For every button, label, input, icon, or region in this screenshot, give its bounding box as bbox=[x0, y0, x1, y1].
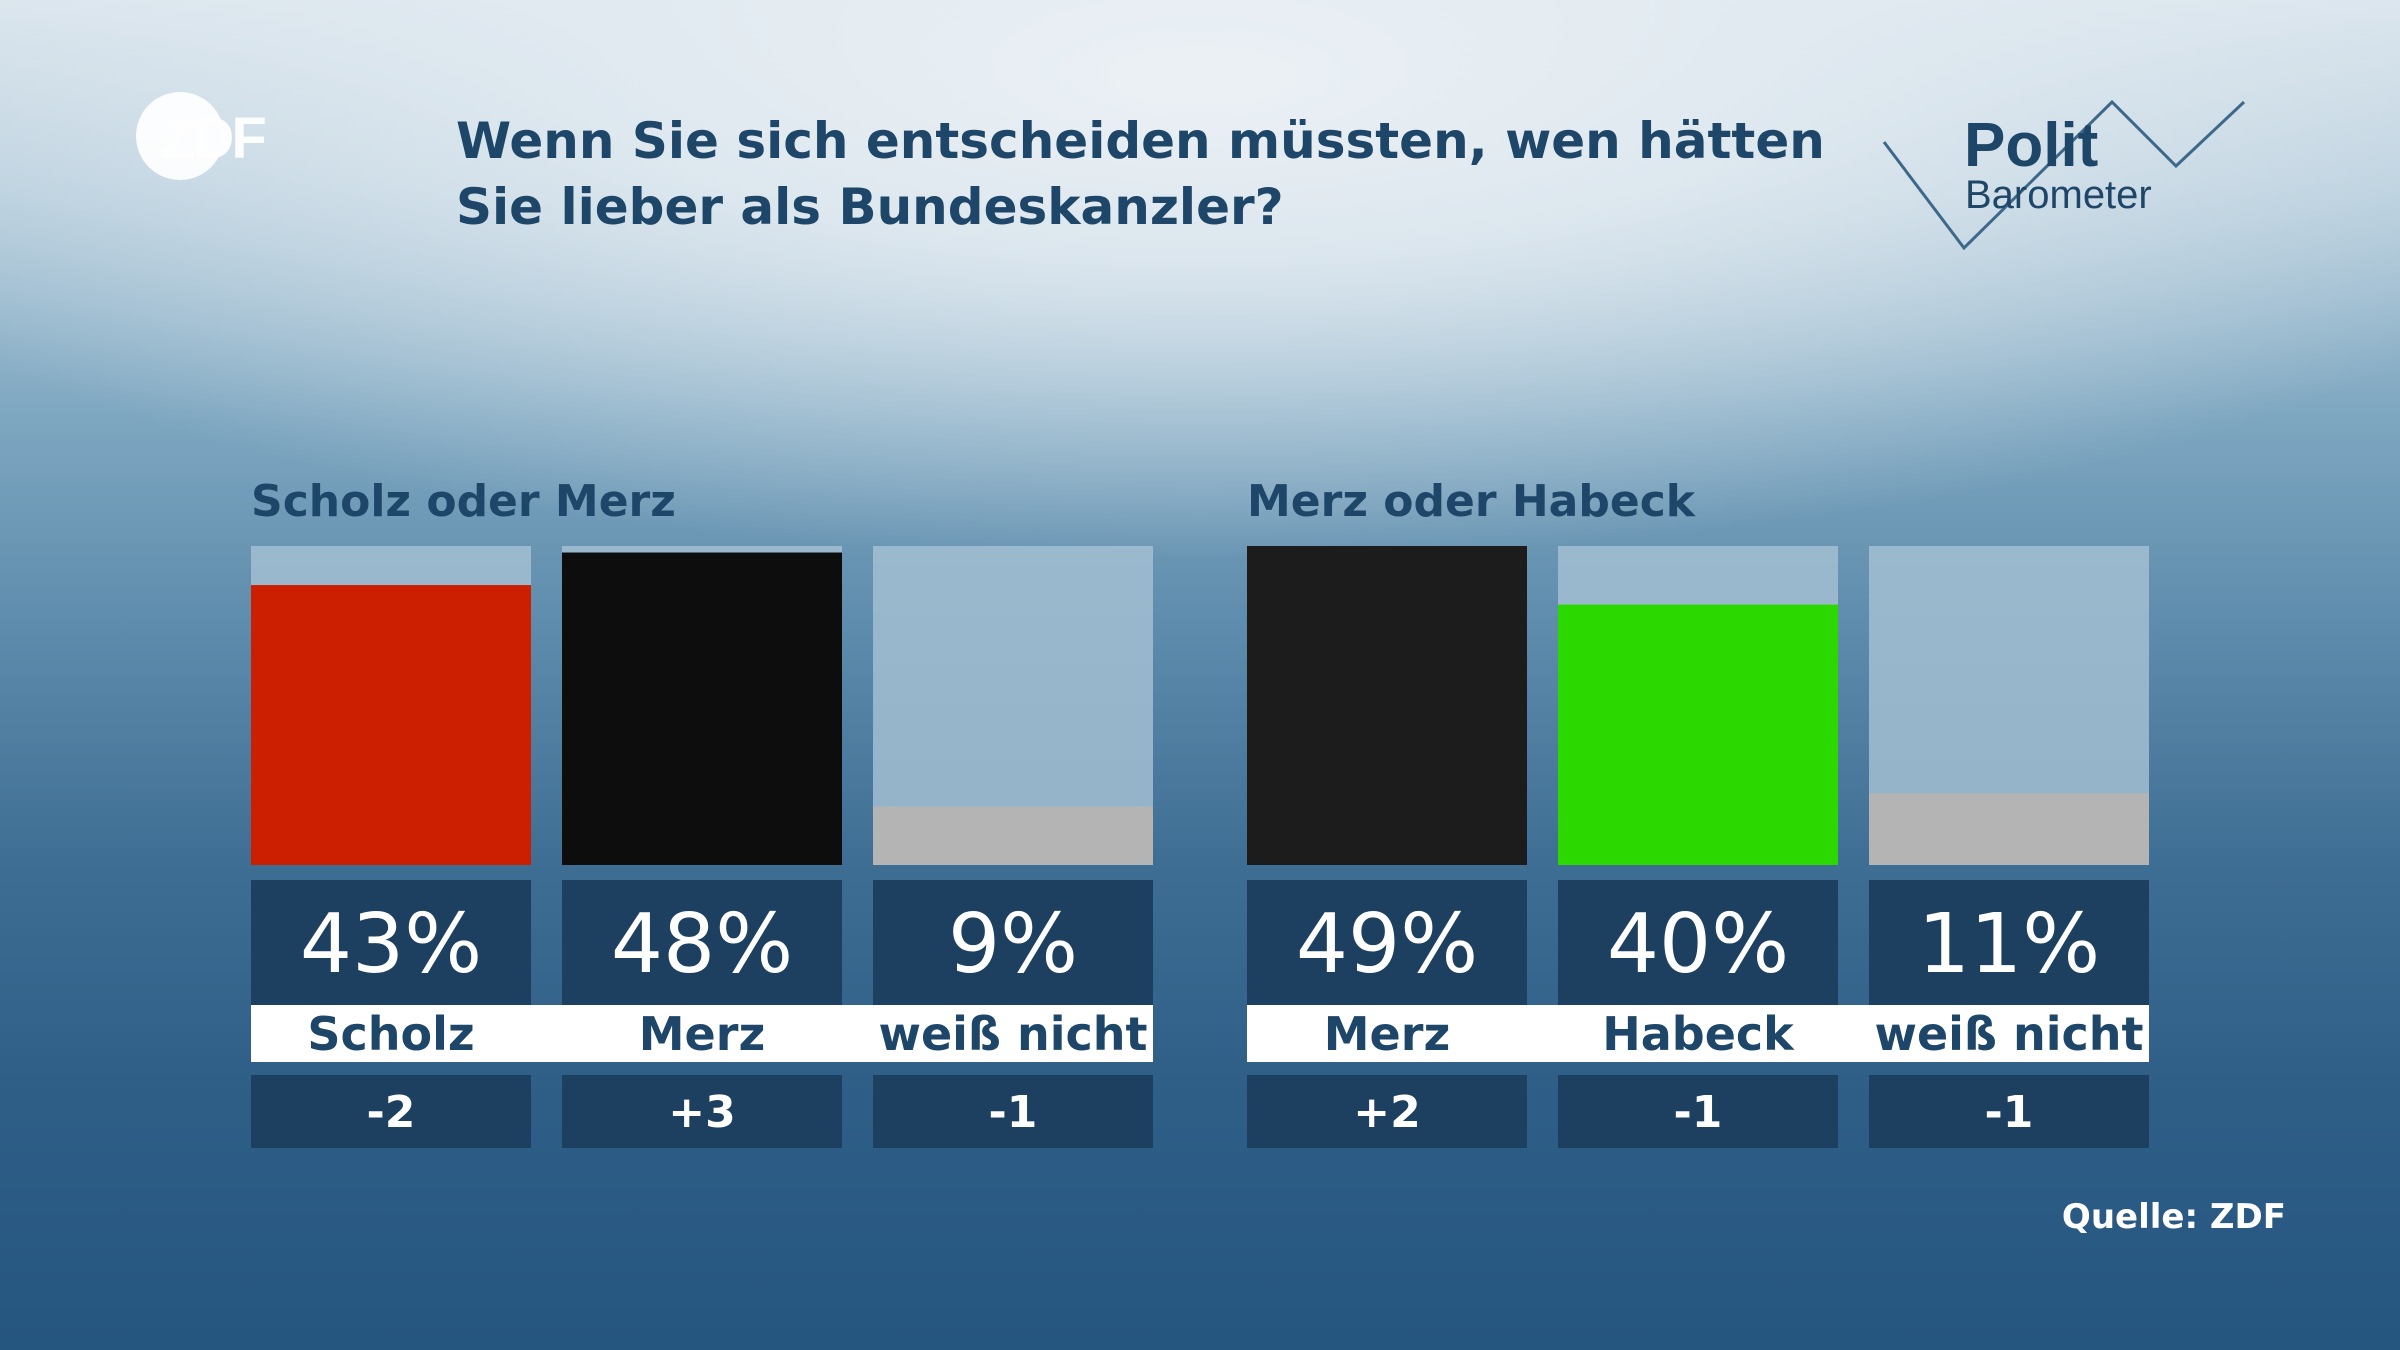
category-label-g1-scholz: Scholz bbox=[307, 1007, 474, 1061]
bar-g1-weiss-nicht bbox=[873, 806, 1153, 865]
logo-barometer-text: Barometer bbox=[1965, 173, 2152, 217]
bar-g1-scholz bbox=[251, 585, 531, 865]
category-label-g2-merz: Merz bbox=[1324, 1007, 1450, 1061]
value-box-g2-habeck bbox=[1558, 880, 1838, 1005]
name-strip-right bbox=[1247, 1005, 2149, 1062]
category-label-g1-merz: Merz bbox=[639, 1007, 765, 1061]
bar-g2-habeck bbox=[1558, 604, 1838, 865]
value-box-g1-scholz bbox=[251, 880, 531, 1005]
bar-g2-weiss-nicht bbox=[1869, 793, 2149, 865]
bar-g1-merz bbox=[562, 552, 842, 865]
change-label-g2-merz: +2 bbox=[1353, 1087, 1420, 1138]
value-box-g2-merz bbox=[1247, 880, 1527, 1005]
category-label-g2-weiss-nicht: weiß nicht bbox=[1874, 1007, 2143, 1061]
value-label-g2-habeck: 40% bbox=[1607, 897, 1789, 992]
change-box-g1-scholz bbox=[251, 1075, 531, 1148]
change-label-g1-merz: +3 bbox=[668, 1087, 735, 1138]
logo-polit-text: Polit bbox=[1964, 111, 2098, 180]
bar-g2-merz bbox=[1247, 546, 1527, 865]
change-box-g2-habeck bbox=[1558, 1075, 1838, 1148]
bar-columns: 43% Scholz -2 48% Merz +3 9% weiß nicht -1 49% Mer… bbox=[251, 546, 2149, 1148]
change-label-g2-habeck: -1 bbox=[1674, 1087, 1723, 1138]
change-box-g1-merz bbox=[562, 1075, 842, 1148]
value-box-g1-weiss-nicht bbox=[873, 880, 1153, 1005]
zdf-logo-text: ZDF bbox=[160, 106, 265, 171]
change-box-g1-weiss-nicht bbox=[873, 1075, 1153, 1148]
value-box-g1-merz bbox=[562, 880, 842, 1005]
question-title-line2: Sie lieber als Bundeskanzler? bbox=[456, 178, 1284, 236]
zdf-logo: ZDF bbox=[136, 92, 268, 180]
value-label-g1-weiss-nicht: 9% bbox=[948, 897, 1078, 992]
value-box-g2-weiss-nicht bbox=[1869, 880, 2149, 1005]
value-label-g1-scholz: 43% bbox=[300, 897, 482, 992]
source-label: Quelle: ZDF bbox=[2062, 1197, 2286, 1237]
logo-zigzag-line bbox=[1882, 99, 2246, 251]
change-label-g1-weiss-nicht: -1 bbox=[989, 1087, 1038, 1138]
zdf-logo-circle bbox=[136, 92, 224, 180]
change-label-g2-weiss-nicht: -1 bbox=[1985, 1087, 2034, 1138]
value-label-g2-weiss-nicht: 11% bbox=[1918, 897, 2100, 992]
politbarometer-logo: Polit Barometer bbox=[1882, 99, 2246, 251]
category-label-g1-weiss-nicht: weiß nicht bbox=[878, 1007, 1147, 1061]
change-box-g2-weiss-nicht bbox=[1869, 1075, 2149, 1148]
category-label-g2-habeck: Habeck bbox=[1602, 1007, 1795, 1061]
name-strip-left bbox=[251, 1005, 1153, 1062]
value-label-g2-merz: 49% bbox=[1296, 897, 1478, 992]
question-title-line1: Wenn Sie sich entscheiden müssten, wen h… bbox=[456, 112, 1825, 170]
value-label-g1-merz: 48% bbox=[611, 897, 793, 992]
group-title-scholz-merz: Scholz oder Merz bbox=[251, 476, 676, 527]
change-label-g1-scholz: -2 bbox=[367, 1087, 416, 1138]
change-box-g2-merz bbox=[1247, 1075, 1527, 1148]
group-title-merz-habeck: Merz oder Habeck bbox=[1247, 476, 1697, 527]
